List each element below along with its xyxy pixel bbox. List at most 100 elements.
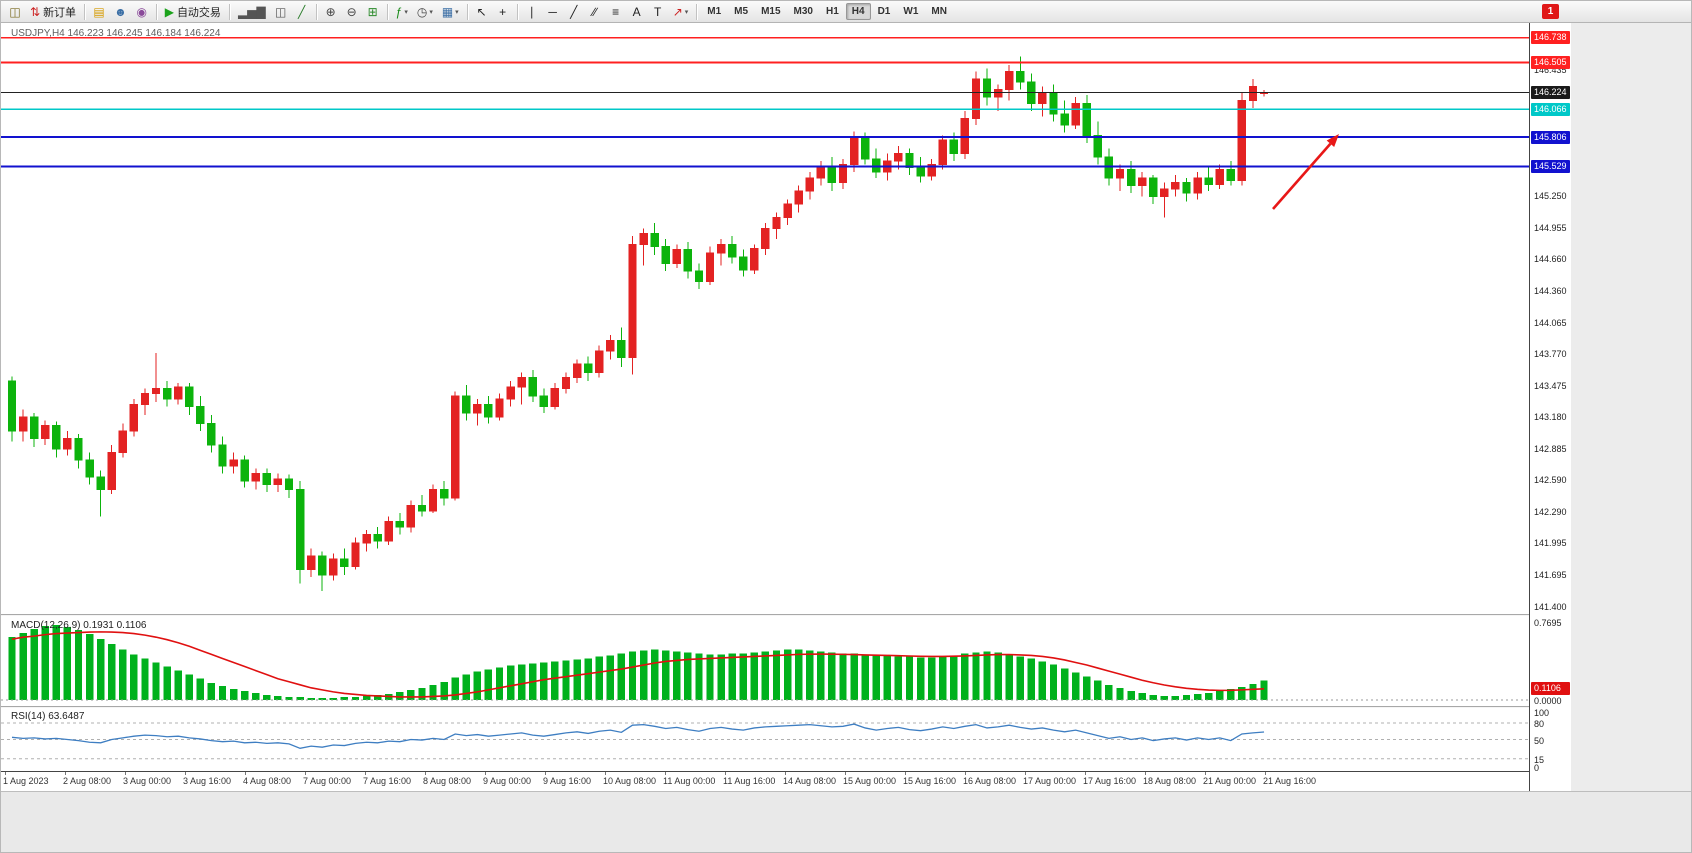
candle-body [805, 177, 814, 192]
macd-histogram-bar [429, 684, 437, 700]
time-axis-label: 21 Aug 16:00 [1263, 776, 1317, 786]
candle-body [295, 489, 305, 571]
time-axis-label: 4 Aug 08:00 [243, 776, 292, 786]
macd-histogram-bar [562, 660, 570, 700]
timeframe-m1[interactable]: M1 [707, 6, 722, 17]
cursor-button[interactable]: ↖ [472, 2, 492, 21]
timeframe-m15[interactable]: M15 [761, 6, 781, 17]
panel-splitter[interactable] [1, 706, 1529, 708]
horizontal-line-button[interactable]: ─ [543, 2, 563, 21]
macd-histogram-bar [1038, 661, 1047, 700]
trendline-button[interactable]: ╱ [564, 2, 584, 21]
macd-histogram-bar [517, 664, 526, 700]
candle-body [1115, 169, 1125, 179]
periods-button[interactable]: ◷ ▾ [413, 2, 437, 21]
timeframe-m30[interactable]: M30 [793, 6, 813, 17]
new-order-button[interactable]: ⇅ 新订单 [26, 2, 80, 21]
crosshair-button[interactable]: + [493, 2, 513, 21]
text-button[interactable]: A [627, 2, 647, 21]
fibonacci-button[interactable]: ≡ [606, 2, 626, 21]
timeframe-d1[interactable]: D1 [877, 6, 891, 17]
candle-body [1182, 181, 1191, 194]
time-axis-tick [785, 772, 786, 775]
time-axis-tick [485, 772, 486, 775]
price-axis-label: 141.995 [1534, 538, 1567, 549]
macd-histogram-bar [1005, 654, 1013, 700]
panel-splitter[interactable] [1, 614, 1529, 616]
equidistant-channel-icon: ∕∕ [592, 4, 597, 19]
timeframe-h1[interactable]: H1 [825, 6, 839, 17]
new-chart-button[interactable]: ◫ [5, 2, 25, 21]
text-label-button[interactable]: T [648, 2, 668, 21]
time-axis-label: 2 Aug 08:00 [63, 776, 112, 786]
macd-histogram-bar [185, 674, 193, 700]
horizontal-line-icon: ─ [548, 4, 557, 19]
price-axis[interactable]: 146.435 145.250 144.955 144.660 144.360 144.0… [1529, 23, 1571, 791]
candle-body [772, 217, 781, 229]
candle-body [716, 243, 726, 254]
timeframe-h4[interactable]: H4 [845, 3, 871, 20]
time-axis-label: 3 Aug 16:00 [183, 776, 232, 786]
time-axis[interactable]: 1 Aug 2023 2 Aug 08:00 3 Aug 00:00 3 Aug 16… [1, 771, 1529, 791]
arrows-icon: ↗ [672, 4, 683, 19]
macd-histogram-bar [1227, 688, 1235, 700]
indicators-button[interactable]: ƒ ▾ [392, 2, 412, 21]
macd-histogram-bar [362, 695, 371, 700]
rsi-axis-label: 50 [1534, 735, 1545, 746]
time-axis-tick [1145, 772, 1146, 775]
candle-body [1126, 169, 1136, 187]
zoom-out-button[interactable]: ⊖ [342, 2, 362, 21]
time-axis-tick [5, 772, 6, 775]
navigator-button[interactable]: ☻ [110, 2, 131, 21]
templates-button[interactable]: ▦ ▾ [438, 2, 463, 21]
price-line-badge: 145.529 [1531, 160, 1570, 174]
candle-body [107, 451, 116, 491]
macd-histogram-bar [650, 649, 659, 700]
chart-line-button[interactable]: ╱ [292, 2, 312, 21]
trend-arrow[interactable] [1272, 142, 1332, 210]
timeframe-m5[interactable]: M5 [734, 6, 749, 17]
timeframe-mn[interactable]: MN [931, 6, 947, 17]
autotrading-button[interactable]: ▶ 自动交易 [161, 2, 225, 21]
tile-windows-icon: ⊞ [367, 4, 378, 19]
candle-body [96, 476, 105, 491]
candle-body [417, 505, 427, 512]
rsi-axis-label: 15 [1534, 754, 1545, 765]
equidistant-channel-button[interactable]: ∕∕ [585, 2, 605, 21]
chart-candles-button[interactable]: ◫ [271, 2, 291, 21]
timeframe-w1[interactable]: W1 [903, 6, 919, 17]
toolbar-separator [228, 3, 230, 20]
vertical-line-button[interactable]: ∣ [522, 2, 542, 21]
time-axis-tick [905, 772, 906, 775]
time-axis-label: 18 Aug 08:00 [1143, 776, 1197, 786]
arrows-button[interactable]: ↗ ▾ [669, 2, 693, 21]
candle-body [439, 489, 449, 499]
macd-panel-canvas[interactable] [1, 616, 1529, 706]
price-axis-label: 142.885 [1534, 443, 1567, 454]
rsi-panel-canvas[interactable] [1, 708, 1529, 771]
candle-body [949, 139, 958, 155]
chart-bars-button[interactable]: ▂▅▇ [234, 2, 270, 21]
macd-histogram-bar [894, 656, 903, 700]
market-watch-icon: ▤ [93, 4, 105, 19]
macd-histogram-bar [916, 657, 925, 700]
status-area [1, 791, 1691, 852]
candle-body [572, 363, 582, 379]
price-axis-label: 144.955 [1534, 222, 1567, 233]
candle-body [750, 248, 759, 271]
price-chart-canvas[interactable] [1, 23, 1529, 614]
tile-windows-button[interactable]: ⊞ [363, 2, 383, 21]
community-button[interactable]: ◉ [132, 2, 152, 21]
macd-histogram-bar [695, 653, 703, 700]
zoom-in-button[interactable]: ⊕ [321, 2, 341, 21]
macd-histogram-bar [196, 678, 205, 700]
candle-body [860, 137, 870, 160]
notification-badge[interactable]: 1 [1542, 4, 1559, 19]
market-watch-button[interactable]: ▤ [89, 2, 109, 21]
chevron-down-icon: ▾ [404, 8, 408, 16]
candle-body [229, 459, 238, 467]
macd-signal-line [11, 631, 1265, 698]
candle-body [683, 249, 693, 272]
candle-body [916, 167, 925, 177]
time-axis-label: 17 Aug 00:00 [1023, 776, 1077, 786]
